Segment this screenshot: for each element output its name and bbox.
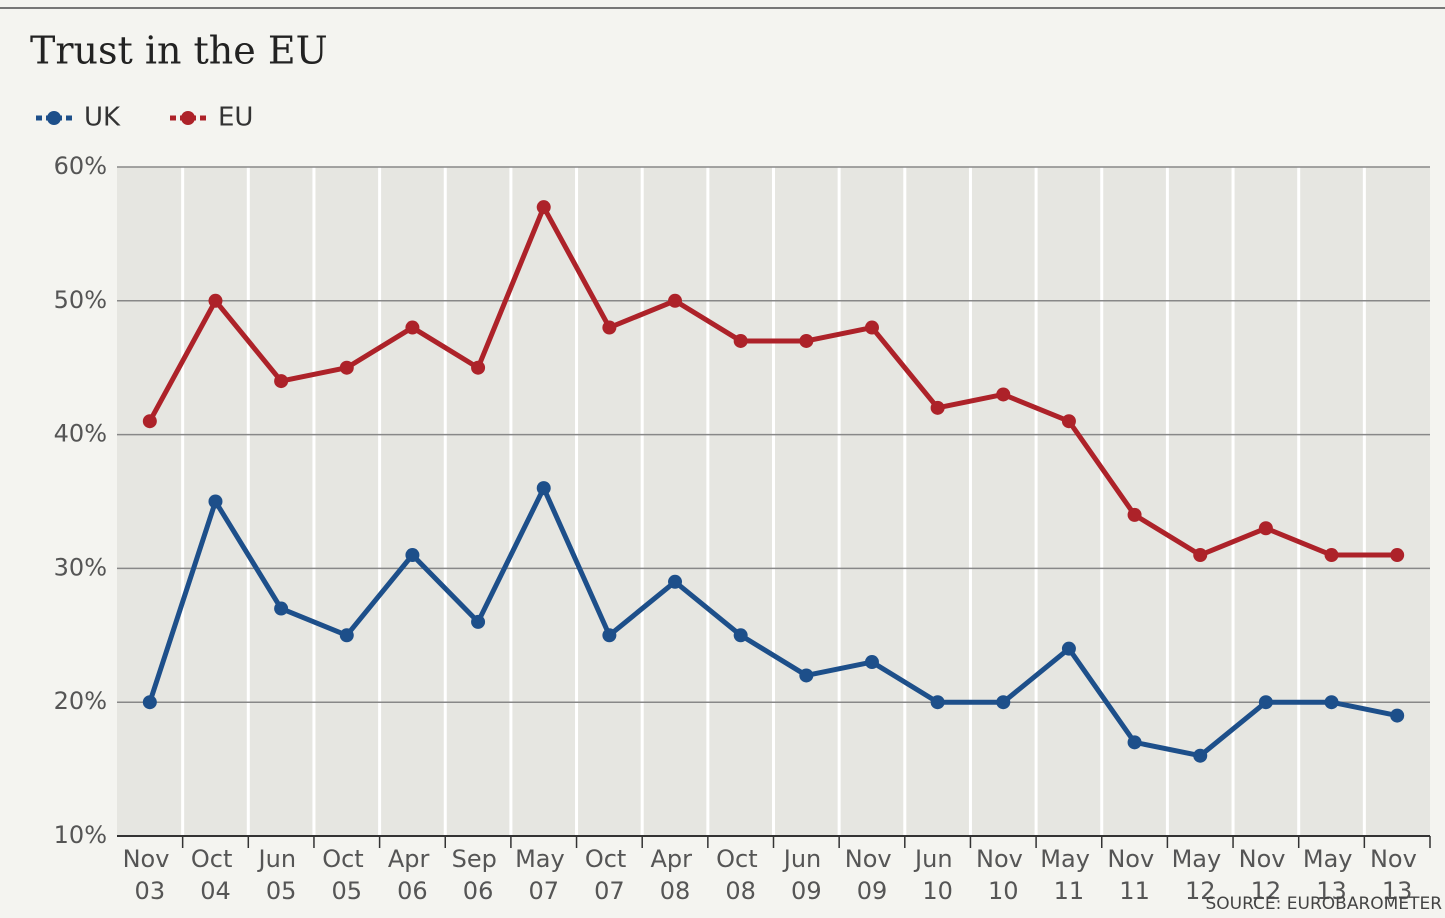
- data-point: [1324, 695, 1339, 710]
- x-tick-label: May 13: [1303, 845, 1360, 905]
- data-point: [1258, 521, 1273, 536]
- x-tick-label: Apr 08: [650, 845, 699, 905]
- data-point: [1390, 708, 1405, 723]
- y-tick-label: 10%: [54, 821, 107, 849]
- data-point: [1324, 548, 1339, 563]
- x-tick-label: Jun 05: [257, 845, 304, 905]
- data-point: [1127, 735, 1142, 750]
- legend-label: EU: [218, 103, 253, 133]
- x-tick-label: Sep 06: [452, 845, 505, 905]
- data-point: [930, 400, 945, 415]
- data-point: [602, 320, 617, 335]
- data-point: [405, 320, 420, 335]
- legend-marker: [47, 111, 61, 125]
- data-point: [1193, 748, 1208, 763]
- data-point: [471, 614, 486, 629]
- data-point: [339, 628, 354, 643]
- data-point: [208, 293, 223, 308]
- data-point: [536, 200, 551, 215]
- data-point: [864, 320, 879, 335]
- legend-marker: [181, 111, 195, 125]
- data-point: [733, 628, 748, 643]
- data-point: [733, 333, 748, 348]
- data-point: [864, 655, 879, 670]
- x-tick-label: Nov 12: [1239, 845, 1293, 905]
- data-point: [142, 695, 157, 710]
- legend-label: UK: [84, 103, 121, 133]
- x-tick-label: Nov 10: [976, 845, 1030, 905]
- chart-title: Trust in the EU: [30, 29, 328, 73]
- x-tick-label: Oct 04: [191, 845, 240, 905]
- data-point: [668, 293, 683, 308]
- x-tick-label: Oct 08: [716, 845, 765, 905]
- x-tick-label: Nov 13: [1370, 845, 1424, 905]
- y-tick-label: 50%: [54, 286, 107, 314]
- data-point: [1127, 507, 1142, 522]
- series-line: [147, 485, 1398, 759]
- data-point: [996, 695, 1011, 710]
- x-tick-label: Jun 09: [782, 845, 829, 905]
- y-tick-label: 60%: [54, 152, 107, 180]
- x-tick-label: Jun 10: [913, 845, 960, 905]
- x-tick-label: Nov 03: [123, 845, 177, 905]
- data-point: [471, 360, 486, 375]
- x-tick-label: May 12: [1172, 845, 1229, 905]
- data-point: [274, 601, 289, 616]
- data-point: [1061, 414, 1076, 429]
- x-tick-label: Oct 05: [322, 845, 371, 905]
- data-point: [799, 333, 814, 348]
- data-point: [208, 494, 223, 509]
- data-point: [405, 548, 420, 563]
- data-point: [142, 414, 157, 429]
- y-tick-label: 40%: [54, 420, 107, 448]
- data-point: [1258, 695, 1273, 710]
- data-point: [602, 628, 617, 643]
- series-line: [147, 204, 1398, 558]
- x-tick-label: Oct 07: [585, 845, 634, 905]
- data-point: [668, 574, 683, 589]
- data-point: [1390, 548, 1405, 563]
- source-note: SOURCE: EUROBAROMETER: [1205, 894, 1442, 914]
- x-tick-label: May 07: [515, 845, 572, 905]
- x-tick-label: Nov 11: [1107, 845, 1161, 905]
- data-point: [339, 360, 354, 375]
- data-point: [799, 668, 814, 683]
- y-tick-label: 20%: [54, 687, 107, 715]
- data-point: [536, 481, 551, 496]
- x-tick-label: Apr 06: [388, 845, 437, 905]
- data-point: [1061, 641, 1076, 656]
- x-tick-label: Nov 09: [845, 845, 899, 905]
- data-point: [930, 695, 945, 710]
- data-point: [996, 387, 1011, 402]
- data-point: [1193, 548, 1208, 563]
- y-tick-label: 30%: [54, 553, 107, 581]
- x-tick-label: May 11: [1040, 845, 1097, 905]
- data-point: [274, 374, 289, 389]
